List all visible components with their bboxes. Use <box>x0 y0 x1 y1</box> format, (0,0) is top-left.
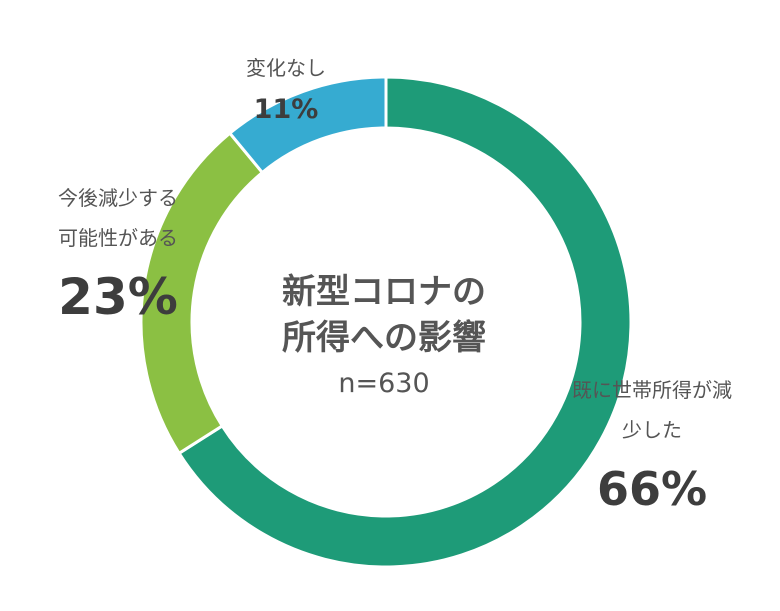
slice-reduced <box>177 75 633 569</box>
chart-title-line-1: 新型コロナの <box>282 272 486 312</box>
slice-percent-reduced: 66% <box>597 462 707 516</box>
slice-percent-nochange: 11% <box>254 94 319 125</box>
slice-label-reduced-line-1: 既に世帯所得が減 <box>572 378 732 402</box>
sample-size: n=630 <box>338 368 429 399</box>
slice-percent-future: 23% <box>58 268 178 326</box>
slice-label-nochange: 変化なし <box>246 56 326 80</box>
slice-no-change <box>227 75 388 175</box>
slice-label-future-line-2: 可能性がある <box>58 226 178 250</box>
chart-title-line-2: 所得への影響 <box>282 318 486 358</box>
slice-label-reduced-line-2: 少した <box>622 418 682 442</box>
donut-slices <box>139 75 633 569</box>
slice-label-future-line-1: 今後減少する <box>58 186 178 210</box>
